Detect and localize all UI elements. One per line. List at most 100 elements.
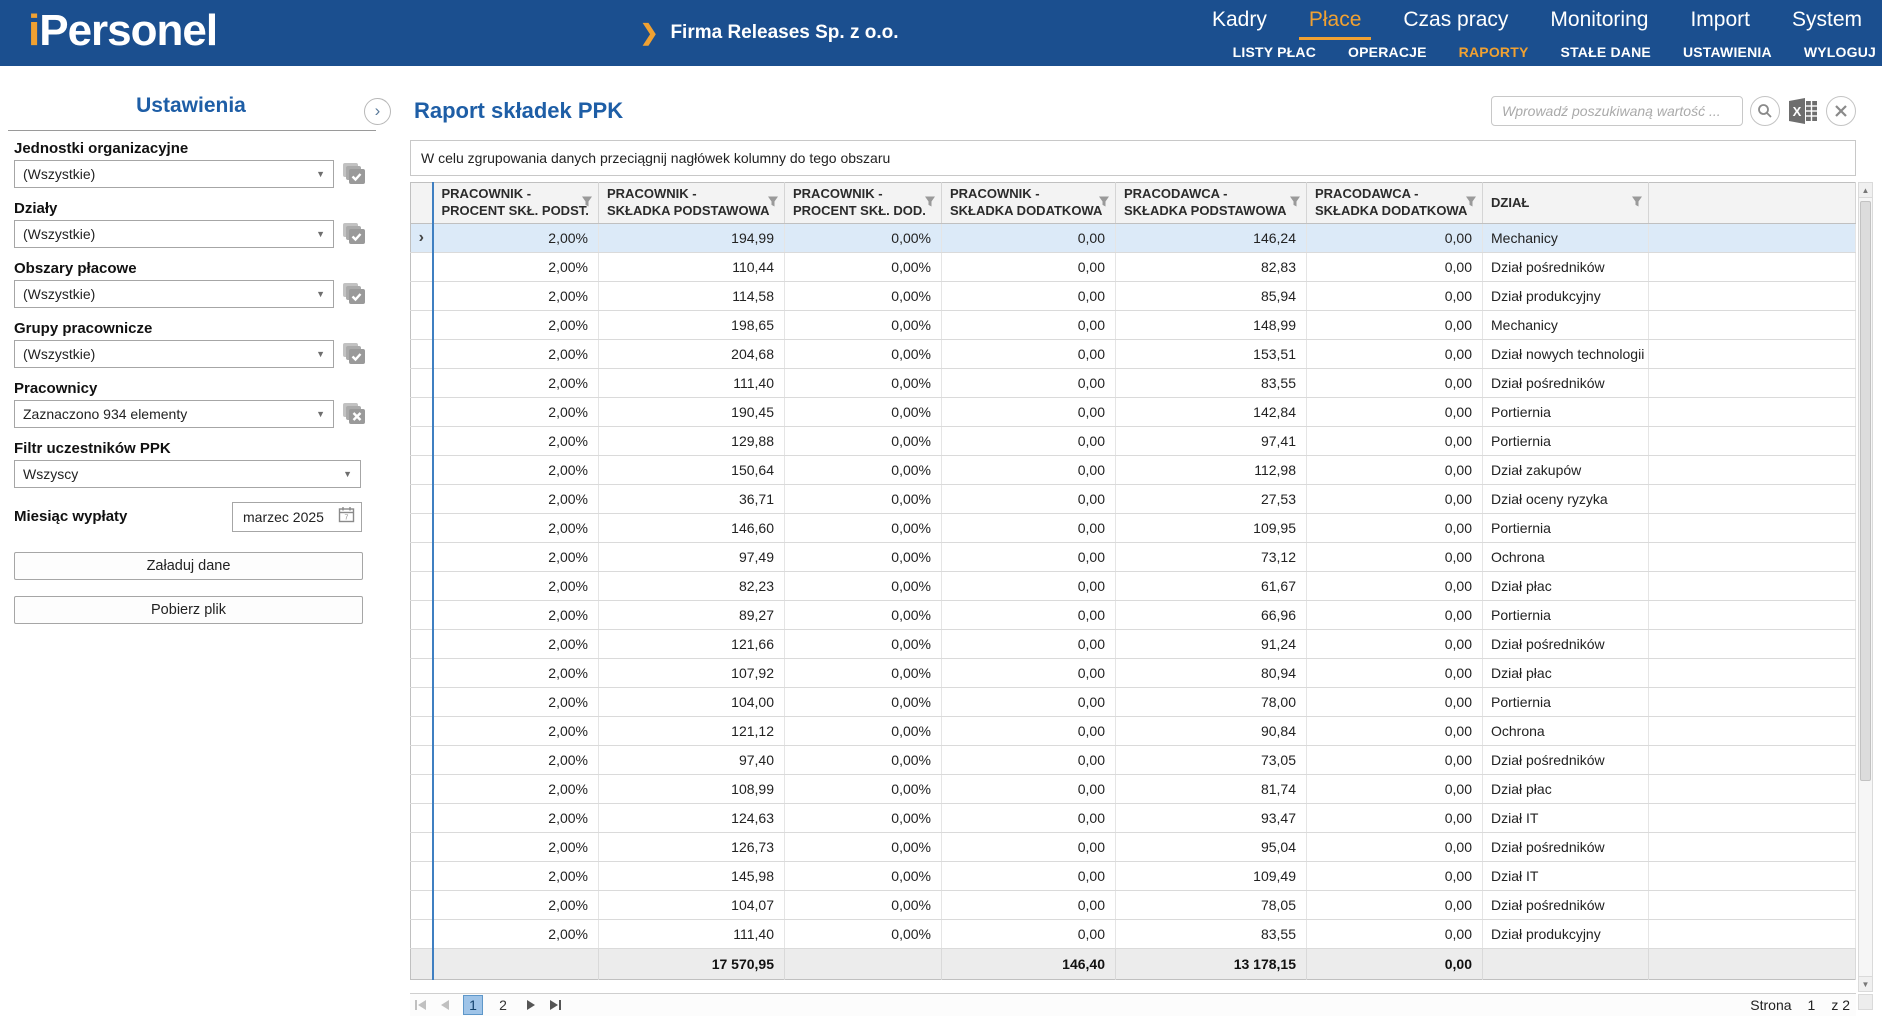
table-row[interactable]: 2,00% 104,00 0,00% 0,00 78,00 0,00 Porti…	[411, 688, 1856, 717]
filter-funnel-icon[interactable]	[767, 196, 779, 211]
nav-item[interactable]: Import	[1688, 8, 1752, 38]
table-row[interactable]: 2,00% 114,58 0,00% 0,00 85,94 0,00 Dział…	[411, 282, 1856, 311]
table-row[interactable]: 2,00% 121,12 0,00% 0,00 90,84 0,00 Ochro…	[411, 717, 1856, 746]
table-row[interactable]: 2,00% 198,65 0,00% 0,00 148,99 0,00 Mech…	[411, 311, 1856, 340]
subnav-item[interactable]: USTAWIENIA	[1683, 44, 1772, 60]
nav-item[interactable]: Kadry	[1210, 8, 1269, 38]
filter-funnel-icon[interactable]	[924, 196, 936, 211]
table-row[interactable]: 2,00% 150,64 0,00% 0,00 112,98 0,00 Dzia…	[411, 456, 1856, 485]
table-row[interactable]: 2,00% 129,88 0,00% 0,00 97,41 0,00 Porti…	[411, 427, 1856, 456]
vertical-scrollbar[interactable]: ▲ ▼	[1858, 182, 1873, 992]
row-expand-cell[interactable]	[411, 514, 433, 543]
row-expand-cell[interactable]	[411, 456, 433, 485]
app-logo[interactable]: iPersonel	[28, 6, 217, 56]
row-expand-cell[interactable]	[411, 601, 433, 630]
select-all-stack-icon[interactable]	[341, 342, 367, 366]
prev-page-button[interactable]	[440, 999, 450, 1011]
search-button[interactable]	[1750, 96, 1780, 126]
row-expand-cell[interactable]	[411, 427, 433, 456]
row-expand-cell[interactable]	[411, 224, 433, 253]
dropdown[interactable]: (Wszystkie) ▼	[14, 160, 334, 188]
group-by-drop-zone[interactable]: W celu zgrupowania danych przeciągnij na…	[410, 140, 1856, 176]
filter-funnel-icon[interactable]	[1631, 196, 1643, 211]
scrollbar-thumb[interactable]	[1860, 201, 1871, 781]
row-expand-cell[interactable]	[411, 688, 433, 717]
table-row[interactable]: 2,00% 124,63 0,00% 0,00 93,47 0,00 Dział…	[411, 804, 1856, 833]
row-expand-cell[interactable]	[411, 311, 433, 340]
column-header[interactable]: PRACOWNIK - SKŁADKA PODSTAWOWA	[599, 183, 785, 224]
select-all-stack-icon[interactable]	[341, 222, 367, 246]
subnav-item[interactable]: STAŁE DANE	[1561, 44, 1651, 60]
page-number[interactable]: 1	[463, 995, 483, 1015]
row-expand-cell[interactable]	[411, 775, 433, 804]
column-header[interactable]: PRACOWNIK - PROCENT SKŁ. PODST.	[433, 183, 599, 224]
table-row[interactable]: 2,00% 97,49 0,00% 0,00 73,12 0,00 Ochron…	[411, 543, 1856, 572]
table-row[interactable]: 2,00% 108,99 0,00% 0,00 81,74 0,00 Dział…	[411, 775, 1856, 804]
table-row[interactable]: 2,00% 110,44 0,00% 0,00 82,83 0,00 Dział…	[411, 253, 1856, 282]
month-picker[interactable]: marzec 2025 7	[232, 502, 362, 532]
subnav-item[interactable]: WYLOGUJ	[1804, 44, 1876, 60]
subnav-item[interactable]: RAPORTY	[1459, 44, 1529, 60]
scroll-down-icon[interactable]: ▼	[1859, 976, 1872, 991]
table-row[interactable]: 2,00% 111,40 0,00% 0,00 83,55 0,00 Dział…	[411, 920, 1856, 949]
row-expand-cell[interactable]	[411, 920, 433, 949]
select-all-stack-icon[interactable]	[341, 402, 367, 426]
table-row[interactable]: 2,00% 104,07 0,00% 0,00 78,05 0,00 Dział…	[411, 891, 1856, 920]
collapse-sidebar-button[interactable]: ›	[364, 98, 391, 125]
table-row[interactable]: 2,00% 204,68 0,00% 0,00 153,51 0,00 Dzia…	[411, 340, 1856, 369]
nav-item[interactable]: System	[1790, 8, 1864, 38]
filter-funnel-icon[interactable]	[1098, 196, 1110, 211]
table-row[interactable]: 2,00% 111,40 0,00% 0,00 83,55 0,00 Dział…	[411, 369, 1856, 398]
sidebar-action-button[interactable]: Załaduj dane	[14, 552, 363, 580]
column-header[interactable]: PRACODAWCA - SKŁADKA PODSTAWOWA	[1116, 183, 1307, 224]
row-expand-cell[interactable]	[411, 659, 433, 688]
dropdown[interactable]: (Wszystkie) ▼	[14, 280, 334, 308]
row-expand-cell[interactable]	[411, 340, 433, 369]
row-expand-cell[interactable]	[411, 746, 433, 775]
nav-item[interactable]: Płace	[1307, 8, 1364, 38]
dropdown[interactable]: Zaznaczono 934 elementy ▼	[14, 400, 334, 428]
row-expand-cell[interactable]	[411, 891, 433, 920]
filter-funnel-icon[interactable]	[1289, 196, 1301, 211]
close-report-button[interactable]	[1826, 96, 1856, 126]
row-expand-cell[interactable]	[411, 485, 433, 514]
nav-item[interactable]: Czas pracy	[1401, 8, 1510, 38]
table-row[interactable]: 2,00% 121,66 0,00% 0,00 91,24 0,00 Dział…	[411, 630, 1856, 659]
table-row[interactable]: 2,00% 190,45 0,00% 0,00 142,84 0,00 Port…	[411, 398, 1856, 427]
table-row[interactable]: 2,00% 126,73 0,00% 0,00 95,04 0,00 Dział…	[411, 833, 1856, 862]
filter-funnel-icon[interactable]	[1465, 196, 1477, 211]
row-expand-cell[interactable]	[411, 282, 433, 311]
row-expand-cell[interactable]	[411, 543, 433, 572]
column-header[interactable]: PRACOWNIK - PROCENT SKŁ. DOD.	[785, 183, 942, 224]
table-row[interactable]: 2,00% 82,23 0,00% 0,00 61,67 0,00 Dział …	[411, 572, 1856, 601]
search-input[interactable]	[1491, 96, 1743, 126]
row-expand-cell[interactable]	[411, 804, 433, 833]
row-expand-cell[interactable]	[411, 572, 433, 601]
dropdown[interactable]: Wszyscy ▼	[14, 460, 361, 488]
column-header[interactable]: PRACODAWCA - SKŁADKA DODATKOWA	[1307, 183, 1483, 224]
row-expand-cell[interactable]	[411, 833, 433, 862]
row-expand-cell[interactable]	[411, 630, 433, 659]
first-page-button[interactable]	[414, 999, 427, 1011]
sidebar-action-button[interactable]: Pobierz plik	[14, 596, 363, 624]
table-row[interactable]: 2,00% 97,40 0,00% 0,00 73,05 0,00 Dział …	[411, 746, 1856, 775]
row-expand-cell[interactable]	[411, 717, 433, 746]
select-all-stack-icon[interactable]	[341, 162, 367, 186]
subnav-item[interactable]: OPERACJE	[1348, 44, 1427, 60]
row-expand-cell[interactable]	[411, 253, 433, 282]
row-expand-cell[interactable]	[411, 369, 433, 398]
subnav-item[interactable]: LISTY PŁAC	[1233, 44, 1316, 60]
select-all-stack-icon[interactable]	[341, 282, 367, 306]
table-row[interactable]: 2,00% 146,60 0,00% 0,00 109,95 0,00 Port…	[411, 514, 1856, 543]
column-header[interactable]: PRACOWNIK - SKŁADKA DODATKOWA	[942, 183, 1116, 224]
table-row[interactable]: 2,00% 194,99 0,00% 0,00 146,24 0,00 Mech…	[411, 224, 1856, 253]
table-row[interactable]: 2,00% 89,27 0,00% 0,00 66,96 0,00 Portie…	[411, 601, 1856, 630]
scroll-up-icon[interactable]: ▲	[1859, 183, 1872, 198]
export-excel-button[interactable]: X	[1787, 96, 1819, 126]
filter-funnel-icon[interactable]	[581, 196, 593, 211]
table-row[interactable]: 2,00% 107,92 0,00% 0,00 80,94 0,00 Dział…	[411, 659, 1856, 688]
next-page-button[interactable]	[526, 999, 536, 1011]
table-row[interactable]: 2,00% 36,71 0,00% 0,00 27,53 0,00 Dział …	[411, 485, 1856, 514]
dropdown[interactable]: (Wszystkie) ▼	[14, 340, 334, 368]
last-page-button[interactable]	[549, 999, 562, 1011]
